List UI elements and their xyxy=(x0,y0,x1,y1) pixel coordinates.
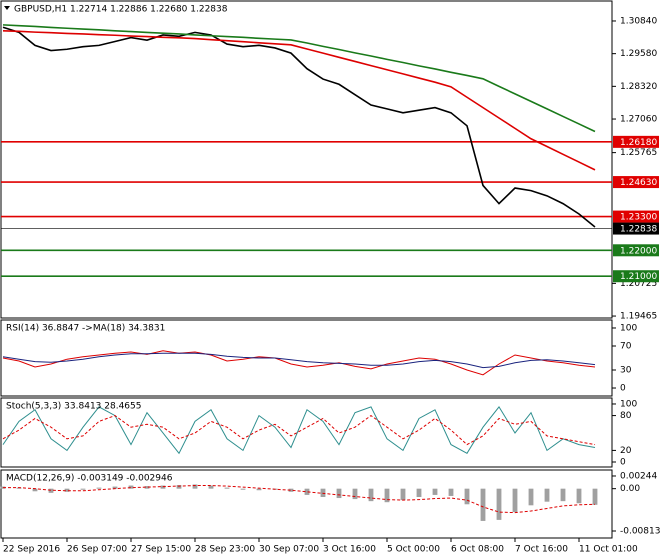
x-tick-label: 22 Sep 2016 xyxy=(3,545,60,555)
y-tick-label: 1.25765 xyxy=(620,148,657,158)
y-tick-label: 100 xyxy=(620,399,637,409)
series-line xyxy=(2,406,596,455)
x-tick-label: 27 Sep 15:00 xyxy=(131,545,191,555)
price-tag xyxy=(613,210,659,223)
y-tick-label: 1.30840 xyxy=(620,16,657,26)
histogram-bar xyxy=(80,488,86,490)
histogram-bar xyxy=(112,486,118,489)
x-tick-label: 30 Sep 07:00 xyxy=(259,545,319,555)
panel-frame xyxy=(0,397,613,468)
histogram-bar xyxy=(288,488,294,492)
histogram-bar xyxy=(448,488,454,496)
price-tag-label: 1.23300 xyxy=(620,213,657,223)
histogram-bar xyxy=(416,488,422,498)
histogram-bar xyxy=(144,486,150,489)
y-tick-label: 0.00 xyxy=(620,484,640,494)
price-tag-label: 1.22838 xyxy=(620,225,657,235)
y-tick-label: 0.00244 xyxy=(620,471,657,481)
histogram-bar xyxy=(560,488,566,502)
y-tick-label: 1.27060 xyxy=(620,115,657,125)
y-tick-label: 80 xyxy=(620,411,632,421)
histogram-bar xyxy=(464,488,470,505)
histogram-bar xyxy=(32,488,38,492)
x-tick-label: 5 Oct 00:00 xyxy=(387,545,440,555)
panel-frame xyxy=(0,0,613,319)
histogram-bar xyxy=(224,487,230,489)
histogram-bar xyxy=(512,488,518,513)
price-tag-label: 1.26180 xyxy=(620,138,657,148)
y-tick-label: 1.29580 xyxy=(620,49,657,59)
price-tag xyxy=(613,176,659,189)
x-tick-label: 6 Oct 08:00 xyxy=(451,545,504,555)
histogram-bar xyxy=(576,488,582,504)
y-tick-label: 70 xyxy=(620,341,632,351)
panel-title: GBPUSD,H1 1.22714 1.22886 1.22680 1.2283… xyxy=(14,5,228,15)
histogram-bar xyxy=(432,488,438,495)
price-tag xyxy=(613,270,659,283)
histogram-bar xyxy=(240,488,246,490)
histogram-bar xyxy=(336,488,342,499)
y-tick-label: 0 xyxy=(620,458,626,468)
y-tick-label: 20 xyxy=(620,446,632,456)
y-tick-label: 1.19465 xyxy=(620,312,657,322)
histogram-bar xyxy=(64,488,70,492)
panel-frame xyxy=(0,469,613,539)
histogram-bar xyxy=(496,488,502,520)
x-tick-label: 28 Sep 23:00 xyxy=(195,545,255,555)
panel-title: MACD(12,26,9) -0.003149 -0.002946 xyxy=(6,474,173,484)
histogram-bar xyxy=(352,488,358,500)
series-line xyxy=(2,414,596,446)
x-tick-label: 7 Oct 16:00 xyxy=(515,545,568,555)
histogram-bar xyxy=(480,488,486,521)
histogram-bar xyxy=(384,488,390,503)
histogram-bar xyxy=(48,488,54,493)
histogram-bar xyxy=(160,485,166,489)
price-tag xyxy=(613,135,659,148)
histogram-bar xyxy=(400,488,406,501)
panel-title: Stoch(5,3,3) 33.8413 28.4655 xyxy=(6,402,141,412)
y-tick-label: 100 xyxy=(620,323,637,333)
y-tick-label: 0 xyxy=(620,384,626,394)
series-line xyxy=(3,485,596,514)
histogram-bar xyxy=(256,488,262,491)
histogram-bar xyxy=(304,488,310,495)
price-tag-label: 1.22000 xyxy=(620,246,657,256)
histogram-bar xyxy=(128,485,134,489)
series-line xyxy=(2,24,596,133)
panel-frame xyxy=(0,319,613,397)
histogram-bar xyxy=(320,488,326,498)
histogram-bar xyxy=(368,488,374,502)
histogram-bar xyxy=(528,488,534,506)
y-tick-label: 30 xyxy=(620,366,632,376)
histogram-bar xyxy=(592,488,598,505)
menu-arrow xyxy=(4,6,10,10)
price-tag-label: 1.24630 xyxy=(620,178,657,188)
y-tick-label: 1.20725 xyxy=(620,279,657,289)
x-tick-label: 26 Sep 07:00 xyxy=(67,545,127,555)
histogram-bar xyxy=(96,487,102,489)
price-tag-label: 1.21000 xyxy=(620,272,657,282)
y-tick-label: 1.28320 xyxy=(620,82,657,92)
histogram-bar xyxy=(208,485,214,489)
histogram-bar xyxy=(176,485,182,489)
series-line xyxy=(2,352,596,369)
x-tick-label: 11 Oct 01:00 xyxy=(579,545,638,555)
histogram-bar xyxy=(192,484,198,489)
histogram-bar xyxy=(16,487,22,489)
price-tag xyxy=(613,244,659,257)
y-tick-label: -0.008132 xyxy=(620,526,660,536)
series-line xyxy=(2,350,596,376)
price-tag xyxy=(613,222,659,235)
panel-title: RSI(14) 36.8847 ->MA(18) 34.3831 xyxy=(6,324,165,334)
x-tick-label: 3 Oct 16:00 xyxy=(323,545,376,555)
series-line xyxy=(2,30,596,171)
series-line xyxy=(2,26,596,228)
histogram-bar xyxy=(544,488,550,502)
